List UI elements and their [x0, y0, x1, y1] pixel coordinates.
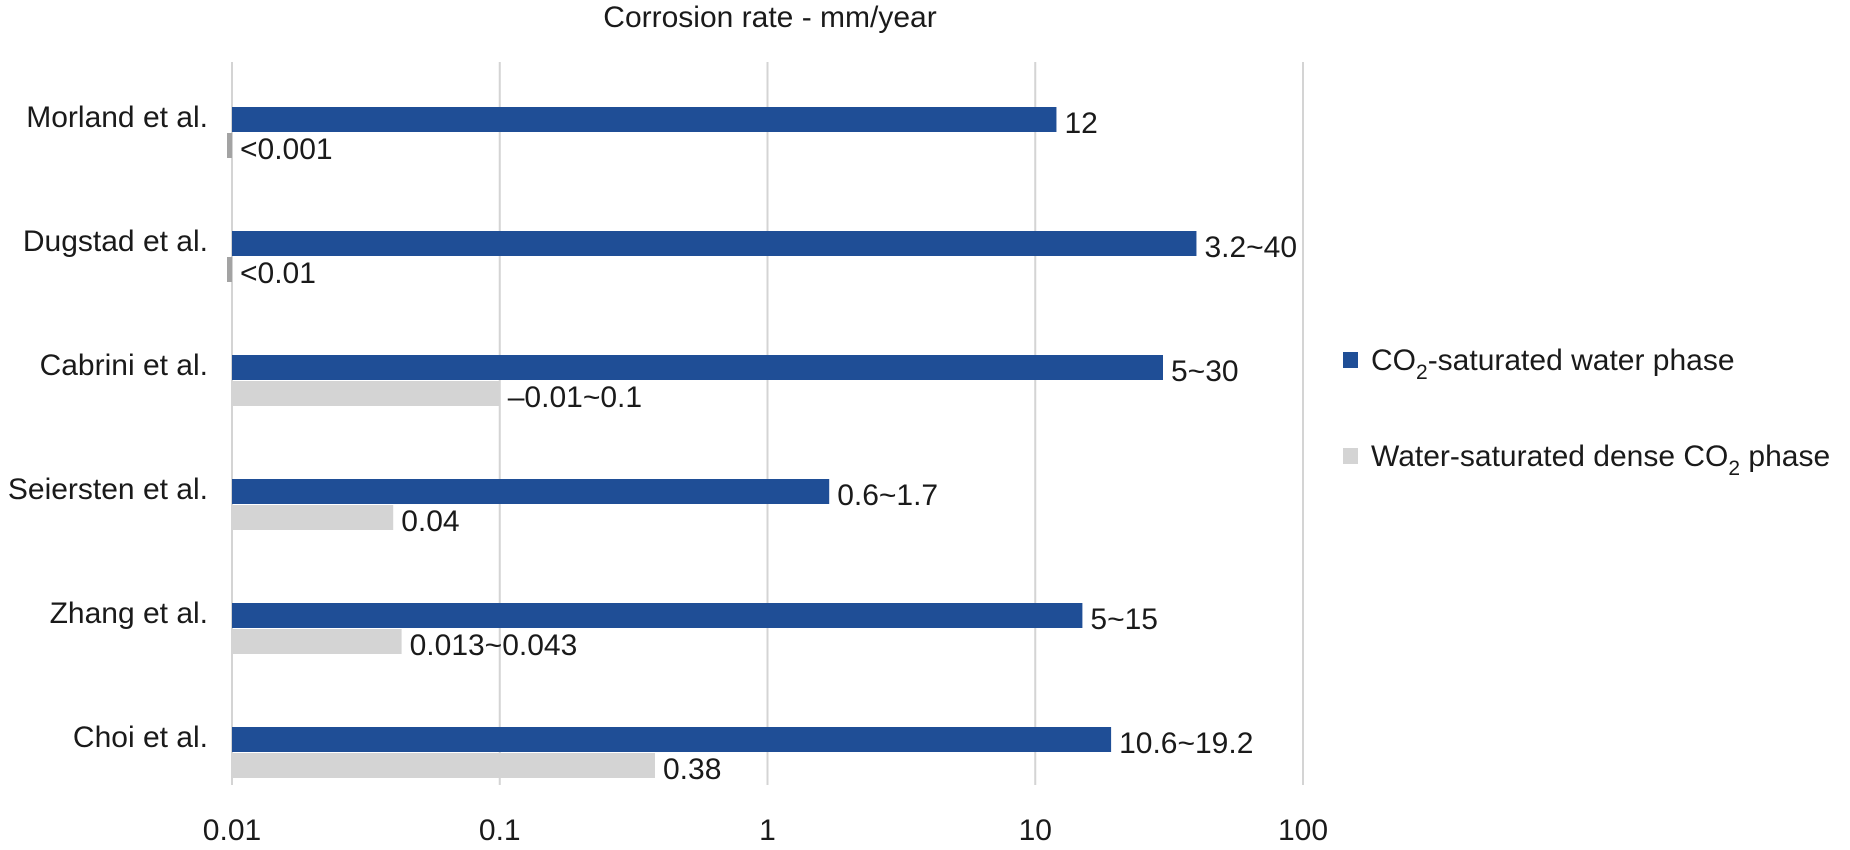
data-label-zhang-et-al-dense-co2-phase: 0.013~0.043 — [410, 629, 578, 662]
bar-morland-et-al-water-phase[interactable] — [232, 107, 1057, 132]
data-label-cabrini-et-al-dense-co2-phase: –0.01~0.1 — [508, 381, 642, 414]
category-label-choi-et-al: Choi et al. — [73, 721, 208, 754]
category-label-morland-et-al: Morland et al. — [26, 101, 208, 134]
x-tick-label-100: 100 — [1278, 814, 1328, 847]
category-label-layer: Morland et al. Dugstad et al. Cabrini et a… — [8, 101, 208, 754]
tick-layer: 0.01 0.1 1 10 100 — [203, 814, 1328, 847]
data-label-morland-et-al-water-phase: 12 — [1064, 107, 1097, 140]
legend-item-co2-saturated-water[interactable]: CO2-saturated water phase — [1343, 344, 1735, 384]
x-tick-label-0-01: 0.01 — [203, 814, 261, 847]
grid-layer — [231, 62, 1304, 785]
category-label-seiersten-et-al: Seiersten et al. — [8, 473, 208, 506]
category-label-dugstad-et-al: Dugstad et al. — [23, 225, 208, 258]
data-label-choi-et-al-dense-co2-phase: 0.38 — [663, 753, 721, 786]
bar-morland-et-al-dense-co2-phase[interactable] — [227, 133, 232, 158]
legend-label-co2-saturated-water: CO2-saturated water phase — [1371, 344, 1735, 384]
bar-zhang-et-al-dense-co2-phase[interactable] — [232, 629, 402, 654]
category-label-zhang-et-al: Zhang et al. — [50, 597, 208, 630]
category-label-cabrini-et-al: Cabrini et al. — [40, 349, 208, 382]
legend-label-water-saturated-dense-co2: Water-saturated dense CO2 phase — [1371, 440, 1830, 480]
bar-cabrini-et-al-dense-co2-phase[interactable] — [232, 381, 500, 406]
legend-swatch-blue — [1343, 352, 1358, 368]
bar-seiersten-et-al-dense-co2-phase[interactable] — [232, 505, 394, 530]
bar-choi-et-al-water-phase[interactable] — [232, 727, 1112, 752]
x-tick-label-0-1: 0.1 — [479, 814, 521, 847]
bar-dugstad-et-al-dense-co2-phase[interactable] — [227, 257, 232, 282]
bar-choi-et-al-dense-co2-phase[interactable] — [232, 753, 655, 778]
data-label-seiersten-et-al-dense-co2-phase: 0.04 — [401, 505, 459, 538]
data-label-dugstad-et-al-water-phase: 3.2~40 — [1204, 231, 1297, 264]
legend-item-water-saturated-dense-co2[interactable]: Water-saturated dense CO2 phase — [1343, 440, 1830, 480]
data-label-choi-et-al-water-phase: 10.6~19.2 — [1119, 727, 1253, 760]
axis-title: Corrosion rate - mm/year — [603, 1, 936, 34]
bar-cabrini-et-al-water-phase[interactable] — [232, 355, 1163, 380]
data-label-cabrini-et-al-water-phase: 5~30 — [1171, 355, 1239, 388]
bar-zhang-et-al-water-phase[interactable] — [232, 603, 1083, 628]
legend-swatch-gray — [1343, 448, 1358, 464]
data-label-zhang-et-al-water-phase: 5~15 — [1090, 603, 1158, 636]
data-label-seiersten-et-al-water-phase: 0.6~1.7 — [837, 479, 938, 512]
bar-seiersten-et-al-water-phase[interactable] — [232, 479, 830, 504]
bar-layer: 12 <0.001 3.2~40 <0.01 5~30 –0.01~0.1 0.6~1.7 0… — [227, 107, 1297, 786]
x-tick-label-1: 1 — [759, 814, 776, 847]
bar-dugstad-et-al-water-phase[interactable] — [232, 231, 1197, 256]
x-tick-label-10: 10 — [1019, 814, 1052, 847]
data-label-dugstad-et-al-dense-co2-phase: <0.01 — [240, 257, 316, 290]
legend: CO2-saturated water phase Water-saturate… — [1343, 344, 1830, 480]
data-label-morland-et-al-dense-co2-phase: <0.001 — [240, 133, 333, 166]
